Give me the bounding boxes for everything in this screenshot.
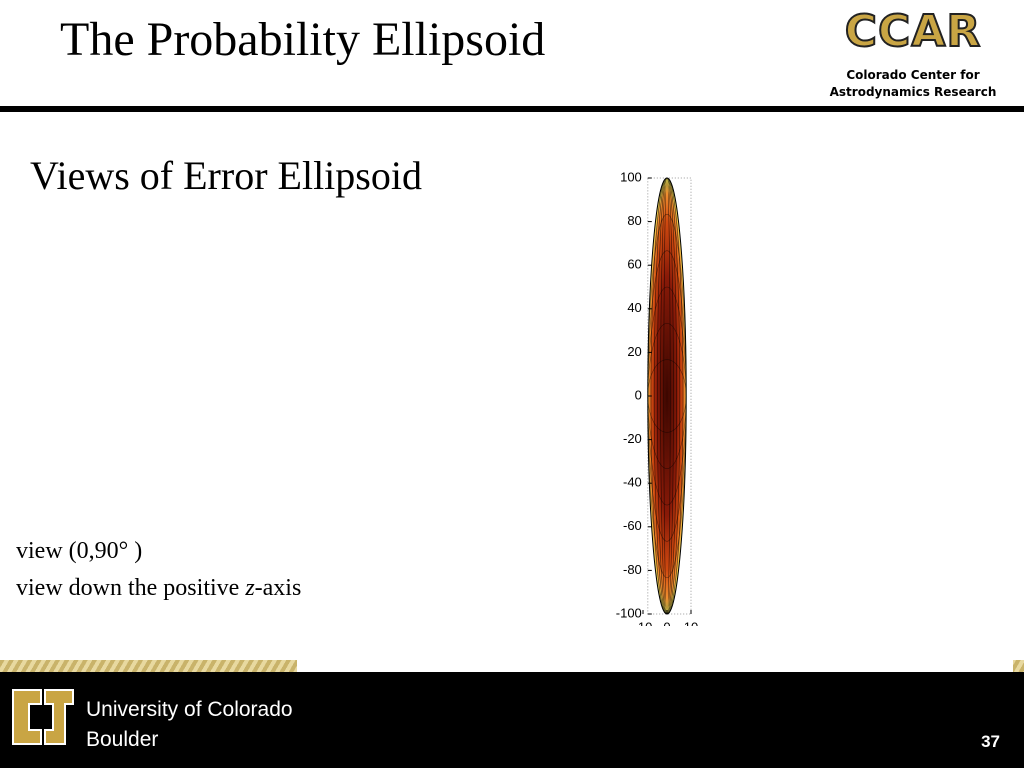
caption-text: -axis (254, 575, 302, 601)
ellipsoid (647, 177, 687, 615)
y-tick-label: -20 (623, 431, 642, 446)
caption-var: z (245, 575, 255, 601)
y-tick-label: -40 (623, 475, 642, 490)
y-tick-label: 0 (635, 387, 642, 402)
caption-text: view down the positive (16, 575, 246, 601)
cu-logo (12, 689, 74, 745)
subtitle: Views of Error Ellipsoid (30, 153, 422, 198)
slide-title: The Probability Ellipsoid (60, 13, 546, 66)
y-tick-label: 40 (627, 300, 641, 315)
y-tick-label: -100 (616, 605, 642, 620)
y-tick-label: 20 (627, 344, 641, 359)
y-tick-label: -60 (623, 518, 642, 533)
header-rule (0, 106, 1024, 112)
university: University of Colorado (86, 698, 293, 721)
caption-line: view down the positive z-axis (16, 575, 301, 602)
y-tick-label: -80 (623, 562, 642, 577)
footer (0, 672, 1024, 768)
y-tick-label: 60 (627, 257, 641, 272)
page-number: 37 (981, 732, 1000, 751)
y-tick-label: 80 (627, 213, 641, 228)
city: Boulder (86, 728, 159, 751)
footer-panel (297, 626, 1013, 672)
y-tick-label: 100 (620, 169, 642, 184)
logo-line: Astrodynamics Research (829, 85, 997, 99)
logo-name: CCAR (844, 5, 982, 58)
logo-line: Colorado Center for (846, 68, 980, 82)
caption-line: view (0,90° ) (16, 538, 143, 564)
